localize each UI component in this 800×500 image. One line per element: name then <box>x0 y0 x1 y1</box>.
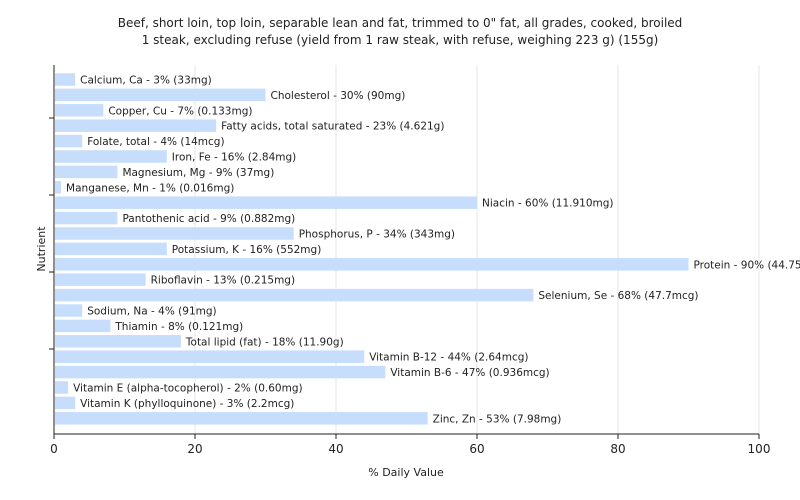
y-axis-ticks <box>49 117 54 350</box>
bar-label: Vitamin K (phylloquinone) - 3% (2.2mcg) <box>80 398 294 410</box>
bar <box>55 150 167 163</box>
bar-label: Niacin - 60% (11.910mg) <box>482 198 614 210</box>
x-tick-label: 100 <box>748 442 771 456</box>
bar <box>55 227 294 240</box>
bar-label: Riboflavin - 13% (0.215mg) <box>151 275 295 287</box>
bar <box>55 365 386 379</box>
bar-label: Manganese, Mn - 1% (0.016mg) <box>66 182 234 194</box>
x-tick-label: 0 <box>50 442 58 456</box>
bar <box>55 242 167 256</box>
bar <box>55 350 365 363</box>
bar-label: Folate, total - 4% (14mcg) <box>87 136 224 148</box>
bar-label: Fatty acids, total saturated - 23% (4.62… <box>221 121 444 133</box>
bar <box>55 288 534 302</box>
chart-title: Beef, short loin, top loin, separable le… <box>118 16 683 47</box>
bar-label: Vitamin E (alpha-tocopherol) - 2% (0.60m… <box>73 383 303 395</box>
bar-label: Thiamin - 8% (0.121mg) <box>114 321 243 333</box>
x-tick-label: 40 <box>328 442 343 456</box>
bar <box>55 211 118 225</box>
bar <box>55 258 689 271</box>
bar-label: Total lipid (fat) - 18% (11.90g) <box>185 336 344 348</box>
bar <box>55 181 62 194</box>
x-tick-label: 80 <box>610 442 625 456</box>
bar-label: Cholesterol - 30% (90mg) <box>271 90 406 102</box>
bar <box>55 73 76 86</box>
bar-label: Protein - 90% (44.75g) <box>694 259 800 271</box>
bar <box>55 335 181 348</box>
bar <box>55 273 146 286</box>
bar-label: Phosphorus, P - 34% (343mg) <box>299 229 455 241</box>
bar <box>55 381 69 394</box>
y-axis-title: Nutrient <box>35 226 48 272</box>
bar <box>55 304 83 317</box>
x-tick-label: 60 <box>469 442 484 456</box>
axes <box>53 65 759 435</box>
bar-label: Potassium, K - 16% (552mg) <box>172 244 322 256</box>
bar <box>55 88 266 102</box>
bar <box>55 165 118 179</box>
bar-label: Vitamin B-12 - 44% (2.64mcg) <box>369 352 528 364</box>
chart-title-line-2: 1 steak, excluding refuse (yield from 1 … <box>142 33 659 47</box>
bar-label: Zinc, Zn - 53% (7.98mg) <box>433 413 562 425</box>
bars: Calcium, Ca - 3% (33mg) Cholesterol - 30%… <box>55 73 800 425</box>
x-axis-title: % Daily Value <box>368 466 444 479</box>
bar-label: Magnesium, Mg - 9% (37mg) <box>122 167 274 179</box>
bar-label: Calcium, Ca - 3% (33mg) <box>80 75 212 87</box>
bar-label: Vitamin B-6 - 47% (0.936mcg) <box>390 367 549 379</box>
bar-label: Pantothenic acid - 9% (0.882mg) <box>122 213 295 225</box>
bar <box>55 119 217 132</box>
x-tick-label: 20 <box>187 442 202 456</box>
bar <box>55 196 477 209</box>
bar <box>55 396 76 410</box>
x-axis-ticks: 0 20 40 60 80 100 <box>50 434 770 456</box>
bar-label: Copper, Cu - 7% (0.133mg) <box>108 105 252 117</box>
bar-label: Sodium, Na - 4% (91mg) <box>87 306 216 318</box>
bar <box>55 412 428 425</box>
bar-label: Iron, Fe - 16% (2.84mg) <box>172 152 296 164</box>
bar-label: Selenium, Se - 68% (47.7mcg) <box>538 290 698 302</box>
bar <box>55 134 83 148</box>
chart-title-line-1: Beef, short loin, top loin, separable le… <box>118 16 683 30</box>
bar <box>55 104 104 117</box>
bar <box>55 319 111 333</box>
